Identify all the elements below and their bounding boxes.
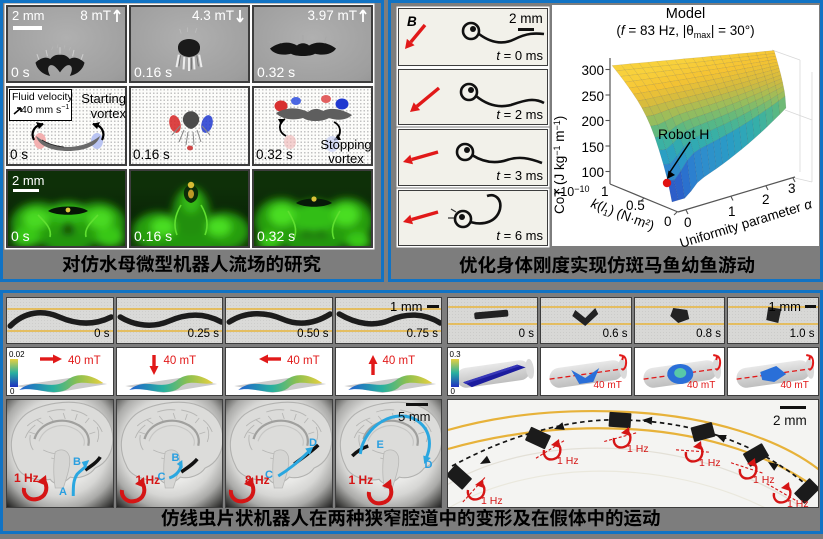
svg-text:2 mm: 2 mm xyxy=(773,413,807,428)
svg-text:1 Hz: 1 Hz xyxy=(753,474,775,486)
svg-text:1 Hz: 1 Hz xyxy=(557,455,579,467)
svg-text:1 Hz: 1 Hz xyxy=(627,443,649,455)
svg-text:1 Hz: 1 Hz xyxy=(787,498,809,508)
svg-text:1 Hz: 1 Hz xyxy=(481,495,503,507)
svg-text:1 Hz: 1 Hz xyxy=(699,457,721,469)
